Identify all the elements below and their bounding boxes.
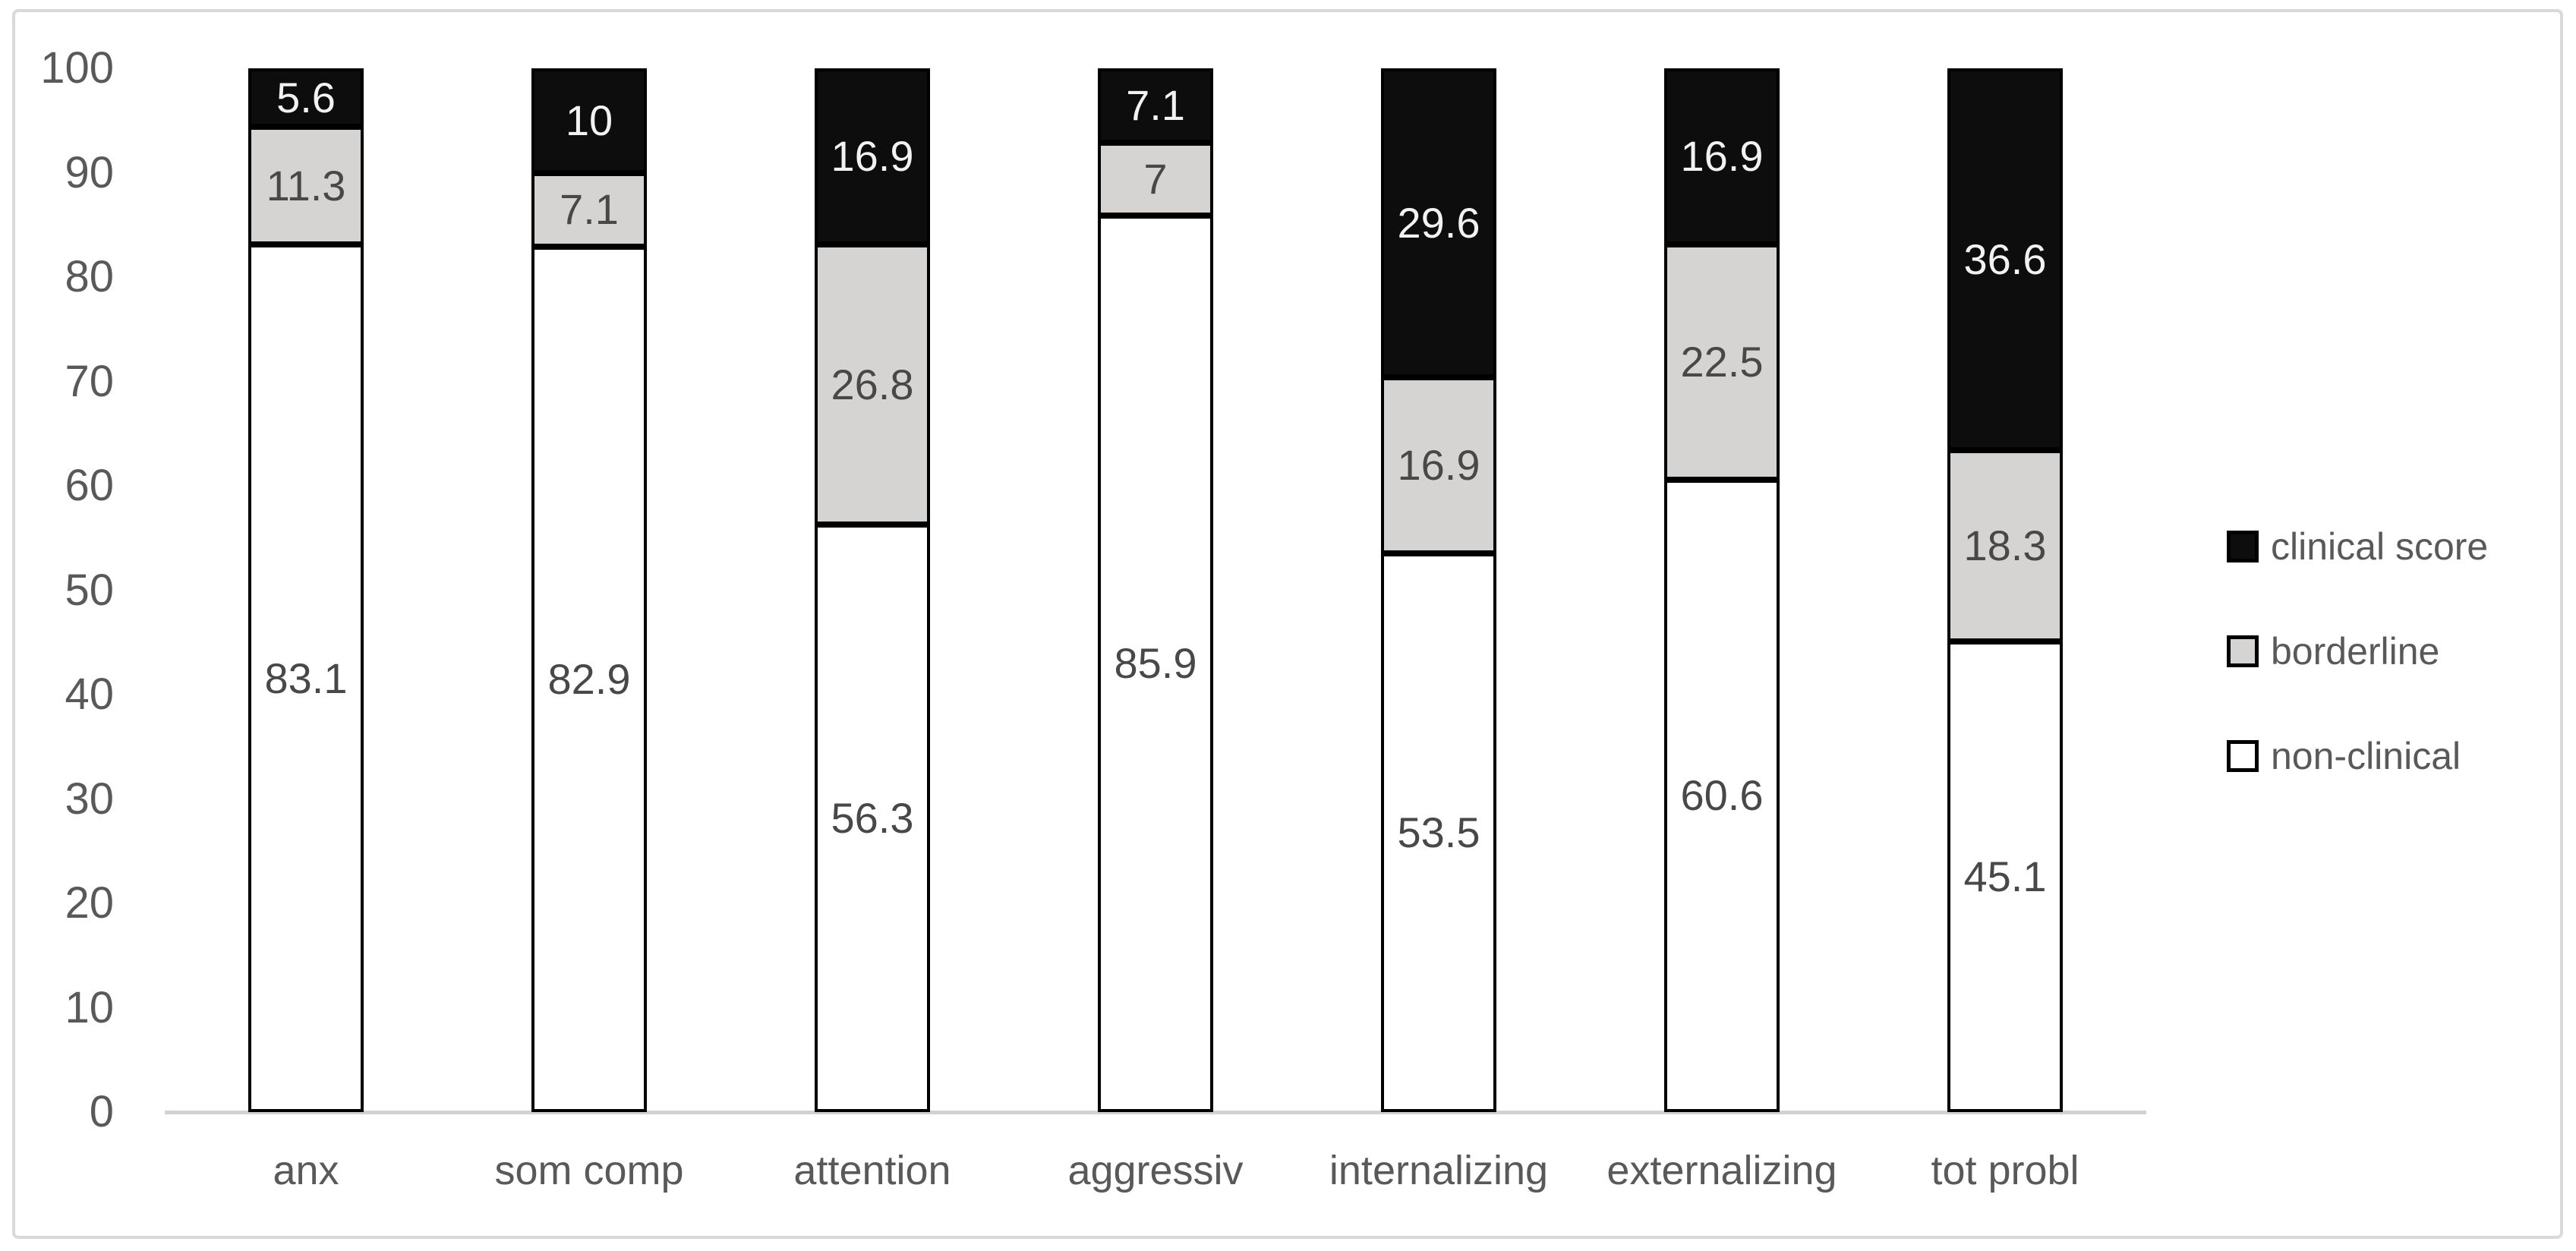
legend-label: non-clinical [2271, 735, 2461, 777]
legend: clinical score borderline non-clinical [2227, 527, 2488, 776]
bar-segment-borderline-anx: 11.3 [248, 127, 364, 245]
bar-segment-non-clinical-tot-probl: 45.1 [1947, 641, 2063, 1112]
y-tick-label-0: 0 [89, 1087, 114, 1136]
bar-segment-clinical-score-attention: 16.9 [815, 68, 930, 245]
data-label: 26.8 [831, 360, 914, 408]
legend-swatch-borderline [2227, 635, 2259, 667]
bar-tot-probl: 36.6 18.3 45.1 [1947, 68, 2063, 1112]
data-label: 85.9 [1114, 639, 1197, 688]
x-tick-label-attention: attention [793, 1148, 951, 1193]
bar-segment-non-clinical-internalizing: 53.5 [1381, 553, 1496, 1112]
data-label: 7.1 [560, 185, 619, 234]
bar-segment-clinical-score-anx: 5.6 [248, 68, 364, 127]
legend-swatch-clinical-score [2227, 531, 2259, 562]
data-label: 60.6 [1680, 771, 1764, 820]
data-label: 56.3 [831, 793, 914, 842]
x-tick-label-tot-probl: tot probl [1931, 1148, 2079, 1193]
bar-internalizing: 29.6 16.9 53.5 [1381, 68, 1496, 1112]
bar-segment-borderline-tot-probl: 18.3 [1947, 450, 2063, 641]
x-tick-label-internalizing: internalizing [1329, 1148, 1549, 1193]
data-label: 5.6 [276, 73, 336, 121]
y-tick-label-50: 50 [65, 565, 114, 615]
y-tick-label-80: 80 [65, 252, 114, 301]
bar-som-comp: 10 7.1 82.9 [531, 68, 647, 1112]
x-axis-line [165, 1111, 2146, 1114]
data-label: 22.5 [1680, 338, 1764, 386]
bar-segment-borderline-som-comp: 7.1 [531, 172, 647, 247]
y-tick-label-90: 90 [65, 147, 114, 197]
data-label: 82.9 [547, 655, 631, 704]
bar-segment-non-clinical-anx: 83.1 [248, 244, 364, 1112]
bar-segment-clinical-score-som-comp: 10 [531, 68, 647, 173]
y-tick-label-40: 40 [65, 670, 114, 719]
x-tick-label-externalizing: externalizing [1606, 1148, 1837, 1193]
bar-segment-clinical-score-aggressiv: 7.1 [1098, 68, 1213, 143]
legend-item-non-clinical: non-clinical [2227, 736, 2488, 776]
legend-item-borderline: borderline [2227, 632, 2488, 671]
data-label: 36.6 [1963, 235, 2047, 283]
data-label: 7 [1143, 154, 1168, 203]
legend-label: borderline [2271, 630, 2440, 673]
legend-swatch-non-clinical [2227, 740, 2259, 772]
data-label: 83.1 [264, 654, 348, 702]
y-tick-label-70: 70 [65, 356, 114, 406]
bar-anx: 5.6 11.3 83.1 [248, 68, 364, 1112]
y-tick-label-30: 30 [65, 774, 114, 824]
y-tick-label-10: 10 [65, 982, 114, 1032]
bar-attention: 16.9 26.8 56.3 [815, 68, 930, 1112]
x-tick-label-aggressiv: aggressiv [1067, 1148, 1244, 1193]
legend-item-clinical-score: clinical score [2227, 527, 2488, 566]
bar-aggressiv: 7.1 7 85.9 [1098, 68, 1213, 1112]
y-tick-label-60: 60 [65, 461, 114, 510]
bar-segment-clinical-score-internalizing: 29.6 [1381, 68, 1496, 377]
y-tick-label-20: 20 [65, 878, 114, 928]
data-label: 11.3 [266, 161, 346, 210]
bar-externalizing: 16.9 22.5 60.6 [1664, 68, 1780, 1112]
bar-segment-borderline-internalizing: 16.9 [1381, 377, 1496, 554]
bar-segment-borderline-aggressiv: 7 [1098, 142, 1213, 216]
legend-label: clinical score [2271, 525, 2489, 568]
data-label: 18.3 [1963, 522, 2047, 570]
bar-segment-non-clinical-attention: 56.3 [815, 524, 930, 1112]
bar-segment-borderline-externalizing: 22.5 [1664, 244, 1780, 480]
chart-frame [12, 9, 2563, 1239]
bar-segment-non-clinical-som-comp: 82.9 [531, 247, 647, 1112]
data-label: 45.1 [1963, 852, 2047, 900]
bar-segment-clinical-score-externalizing: 16.9 [1664, 68, 1780, 245]
bar-segment-non-clinical-externalizing: 60.6 [1664, 479, 1780, 1112]
data-label: 53.5 [1397, 808, 1480, 857]
data-label: 7.1 [1126, 80, 1185, 129]
x-tick-label-anx: anx [273, 1148, 339, 1193]
data-label: 29.6 [1397, 198, 1480, 247]
y-tick-label-100: 100 [40, 43, 114, 93]
x-tick-label-som-comp: som comp [494, 1148, 684, 1193]
data-label: 16.9 [1397, 441, 1480, 490]
bar-segment-non-clinical-aggressiv: 85.9 [1098, 215, 1213, 1112]
data-label: 16.9 [831, 132, 914, 181]
bar-segment-borderline-attention: 26.8 [815, 244, 930, 525]
data-label: 16.9 [1680, 132, 1764, 181]
data-label: 10 [565, 96, 613, 144]
bar-segment-clinical-score-tot-probl: 36.6 [1947, 68, 2063, 451]
